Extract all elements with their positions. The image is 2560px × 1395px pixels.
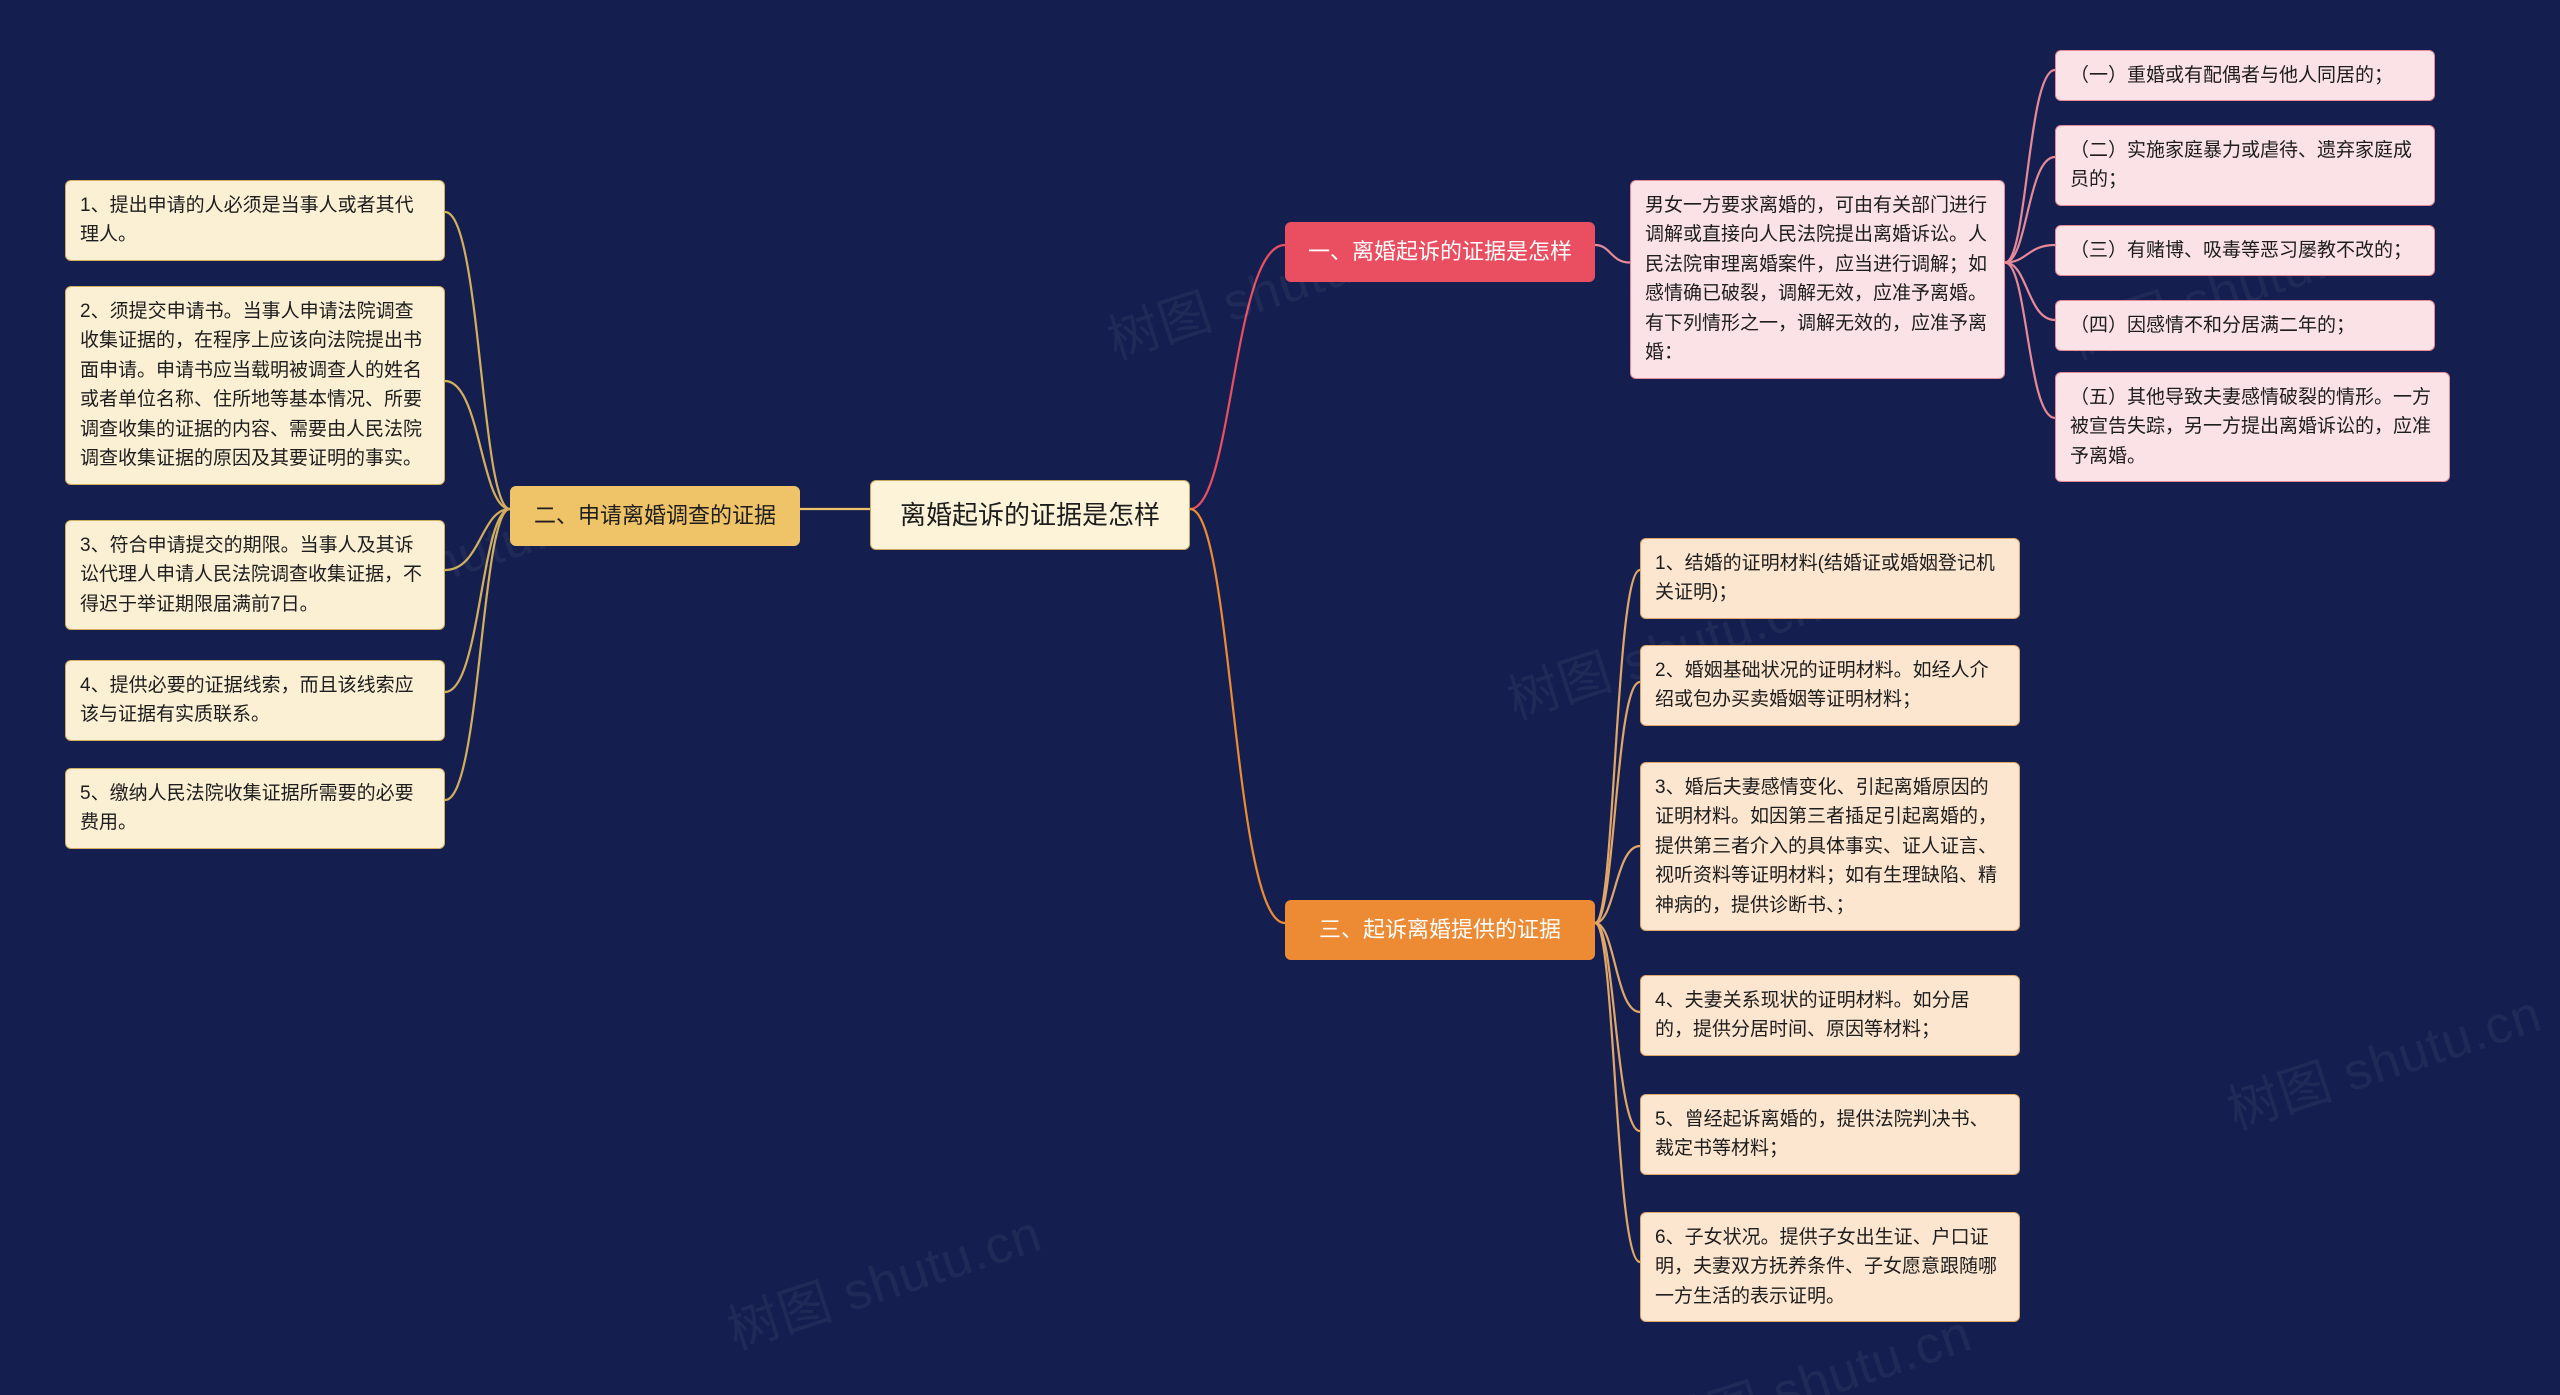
branch-node[interactable]: 二、申请离婚调查的证据 (510, 486, 800, 546)
branch-node[interactable]: 一、离婚起诉的证据是怎样 (1285, 222, 1595, 282)
leaf-node[interactable]: 3、婚后夫妻感情变化、引起离婚原因的证明材料。如因第三者插足引起离婚的，提供第三… (1640, 762, 2020, 931)
leaf-node[interactable]: （一）重婚或有配偶者与他人同居的； (2055, 50, 2435, 101)
leaf-node[interactable]: （二）实施家庭暴力或虐待、遗弃家庭成员的； (2055, 125, 2435, 206)
leaf-node[interactable]: 2、须提交申请书。当事人申请法院调查收集证据的，在程序上应该向法院提出书面申请。… (65, 286, 445, 485)
leaf-node[interactable]: 4、夫妻关系现状的证明材料。如分居的，提供分居时间、原因等材料； (1640, 975, 2020, 1056)
root-node[interactable]: 离婚起诉的证据是怎样 (870, 480, 1190, 550)
leaf-node[interactable]: 6、子女状况。提供子女出生证、户口证明，夫妻双方抚养条件、子女愿意跟随哪一方生活… (1640, 1212, 2020, 1322)
leaf-node[interactable]: 1、结婚的证明材料(结婚证或婚姻登记机关证明)； (1640, 538, 2020, 619)
leaf-node[interactable]: 3、符合申请提交的期限。当事人及其诉讼代理人申请人民法院调查收集证据，不得迟于举… (65, 520, 445, 630)
leaf-node[interactable]: 5、曾经起诉离婚的，提供法院判决书、裁定书等材料； (1640, 1094, 2020, 1175)
leaf-node[interactable]: 5、缴纳人民法院收集证据所需要的必要费用。 (65, 768, 445, 849)
leaf-node[interactable]: 男女一方要求离婚的，可由有关部门进行调解或直接向人民法院提出离婚诉讼。人民法院审… (1630, 180, 2005, 379)
branch-node[interactable]: 三、起诉离婚提供的证据 (1285, 900, 1595, 960)
mindmap-canvas: 树图 shutu.cn树图 shutu.cn树图 shutu.cn树图 shut… (0, 0, 2560, 1395)
leaf-node[interactable]: （三）有赌博、吸毒等恶习屡教不改的； (2055, 225, 2435, 276)
leaf-node[interactable]: （五）其他导致夫妻感情破裂的情形。一方被宣告失踪，另一方提出离婚诉讼的，应准予离… (2055, 372, 2450, 482)
watermark: 树图 shutu.cn (716, 1191, 1049, 1363)
leaf-node[interactable]: 2、婚姻基础状况的证明材料。如经人介绍或包办买卖婚姻等证明材料； (1640, 645, 2020, 726)
leaf-node[interactable]: 1、提出申请的人必须是当事人或者其代理人。 (65, 180, 445, 261)
watermark: 树图 shutu.cn (2216, 971, 2549, 1143)
leaf-node[interactable]: （四）因感情不和分居满二年的； (2055, 300, 2435, 351)
leaf-node[interactable]: 4、提供必要的证据线索，而且该线索应该与证据有实质联系。 (65, 660, 445, 741)
